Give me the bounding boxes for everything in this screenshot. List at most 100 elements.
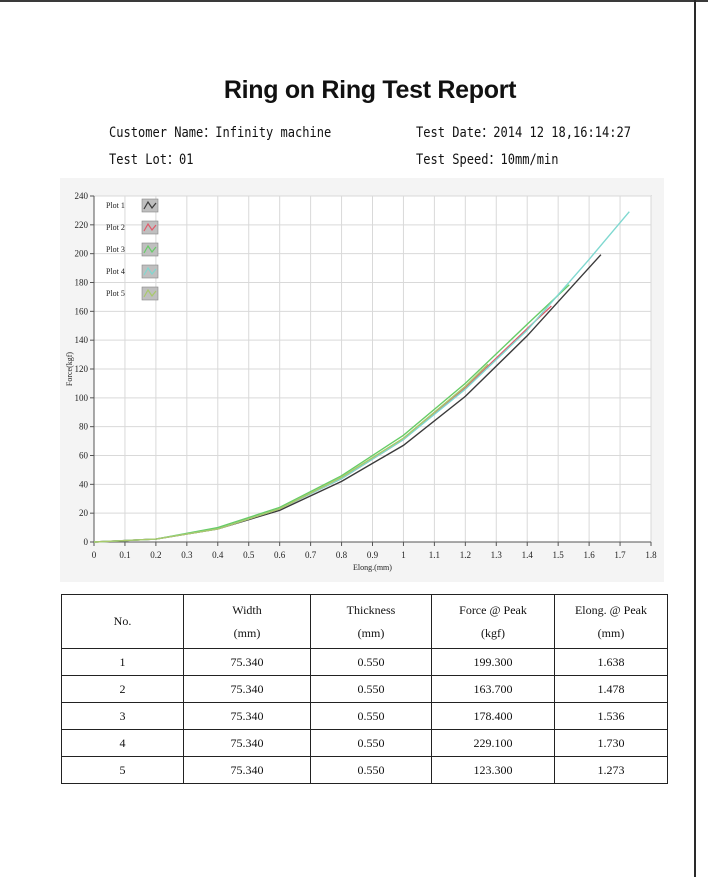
table-cell: 1.536: [554, 702, 668, 730]
table-cell: 0.550: [310, 729, 432, 757]
x-tick-label: 0.5: [243, 550, 255, 560]
y-axis-label: Force(kgf): [65, 352, 74, 387]
y-tick-label: 160: [75, 306, 89, 316]
table-row: 3 75.340 0.550 178.400 1.536: [61, 702, 668, 730]
x-tick-label: 1.7: [614, 550, 626, 560]
legend-label: Plot 1: [106, 201, 125, 210]
table-cell: 1: [61, 648, 184, 676]
legend-line-icon: [143, 200, 157, 210]
legend-label: Plot 3: [106, 245, 125, 254]
x-tick-label: 0.3: [181, 550, 193, 560]
column-header: Width (mm): [183, 594, 311, 649]
x-tick-label: 0.9: [367, 550, 379, 560]
table-row: 1 75.340 0.550 199.300 1.638: [61, 648, 668, 676]
column-header-unit: (kgf): [481, 625, 505, 640]
x-tick-label: 1.5: [553, 550, 565, 560]
table-cell: 1.478: [554, 675, 668, 703]
y-tick-label: 40: [79, 479, 89, 489]
y-tick-label: 0: [84, 537, 89, 547]
y-tick-label: 140: [75, 335, 89, 345]
y-tick-label: 80: [79, 422, 89, 432]
table-cell: 5: [61, 756, 184, 784]
table-cell: 1.730: [554, 729, 668, 757]
x-tick-label: 0.7: [305, 550, 317, 560]
column-header: Elong. @ Peak (mm): [554, 594, 668, 649]
x-tick-label: 1.8: [645, 550, 657, 560]
y-tick-label: 100: [75, 393, 89, 403]
customer-name: Customer Name：Infinity machine: [109, 125, 332, 141]
report-title: Ring on Ring Test Report: [223, 76, 517, 104]
column-header-title: Thickness: [346, 602, 396, 617]
page-top-border: [0, 0, 708, 2]
table-cell: 75.340: [183, 648, 311, 676]
table-cell: 75.340: [183, 675, 311, 703]
table-header-row: No. Width (mm) Thickness (mm) Force @ Peak (kg…: [61, 594, 668, 649]
y-tick-label: 220: [75, 220, 89, 230]
table-row: 2 75.340 0.550 163.700 1.478: [61, 675, 668, 703]
table-cell: 1.638: [554, 648, 668, 676]
legend-label: Plot 5: [106, 289, 125, 298]
y-tick-label: 120: [75, 364, 89, 374]
y-tick-label: 180: [75, 278, 89, 288]
legend-line-icon: [143, 222, 157, 232]
test-date: Test Date：2014 12 18,16:14:27: [416, 125, 632, 141]
x-tick-label: 1.6: [583, 550, 595, 560]
table-cell: 0.550: [310, 648, 432, 676]
y-tick-label: 240: [75, 191, 89, 201]
table-cell: 75.340: [183, 729, 311, 757]
legend-label: Plot 2: [106, 223, 125, 232]
column-header-unit: (mm): [233, 625, 261, 640]
x-tick-label: 1.4: [522, 550, 534, 560]
column-header: Force @ Peak (kgf): [431, 594, 555, 649]
table-cell: 75.340: [183, 756, 311, 784]
x-tick-label: 0.1: [119, 550, 130, 560]
table-cell: 0.550: [310, 702, 432, 730]
x-tick-label: 1.2: [460, 550, 471, 560]
table-cell: 2: [61, 675, 184, 703]
x-tick-label: 0.2: [150, 550, 161, 560]
column-header-title: Force @ Peak: [459, 602, 527, 617]
table-body: 1 75.340 0.550 199.300 1.638 2 75.340 0.550 163.…: [61, 648, 668, 784]
y-tick-label: 60: [79, 451, 89, 461]
table-cell: 199.300: [431, 648, 555, 676]
table-cell: 3: [61, 702, 184, 730]
column-header-title: Elong. @ Peak: [574, 602, 648, 617]
table-cell: 0.550: [310, 756, 432, 784]
table-cell: 178.400: [431, 702, 555, 730]
column-header-title: Width: [232, 602, 262, 617]
page-right-border: [694, 0, 696, 877]
x-tick-label: 0.6: [274, 550, 286, 560]
x-tick-label: 1.1: [429, 550, 440, 560]
y-tick-label: 20: [79, 508, 89, 518]
table-cell: 229.100: [431, 729, 555, 757]
legend-line-icon: [143, 266, 157, 276]
column-header: No.: [61, 594, 184, 649]
table-cell: 163.700: [431, 675, 555, 703]
table-cell: 75.340: [183, 702, 311, 730]
table-cell: 0.550: [310, 675, 432, 703]
column-header-unit: (mm): [597, 625, 625, 640]
x-tick-label: 0.4: [212, 550, 224, 560]
legend-line-icon: [143, 244, 157, 254]
series-line: [93, 363, 489, 543]
force-elongation-chart: 0 0.1 0.2 0.3 0.4 0.5 0.6 0.7 0.8 0.9 1 1.1 1.2 1.3 1.…: [60, 178, 664, 582]
column-header: Thickness (mm): [310, 594, 432, 649]
x-tick-label: 0.8: [336, 550, 348, 560]
results-table: No. Width (mm) Thickness (mm) Force @ Peak (kg…: [61, 594, 668, 784]
test-speed: Test Speed：10mm/min: [416, 152, 559, 168]
table-cell: 1.273: [554, 756, 668, 784]
y-tick-label: 200: [75, 249, 89, 259]
table-cell: 4: [61, 729, 184, 757]
column-header-title: No.: [113, 614, 132, 628]
column-header-unit: (mm): [357, 625, 385, 640]
table-row: 4 75.340 0.550 229.100 1.730: [61, 729, 668, 757]
table-row: 5 75.340 0.550 123.300 1.273: [61, 756, 668, 784]
test-lot: Test Lot：01: [109, 152, 194, 168]
x-axis-label: Elong.(mm): [353, 563, 392, 572]
legend-label: Plot 4: [106, 267, 125, 276]
legend-line-icon: [143, 288, 157, 298]
x-tick-label: 0: [92, 550, 97, 560]
x-tick-label: 1: [401, 550, 406, 560]
table-cell: 123.300: [431, 756, 555, 784]
x-tick-label: 1.3: [491, 550, 503, 560]
